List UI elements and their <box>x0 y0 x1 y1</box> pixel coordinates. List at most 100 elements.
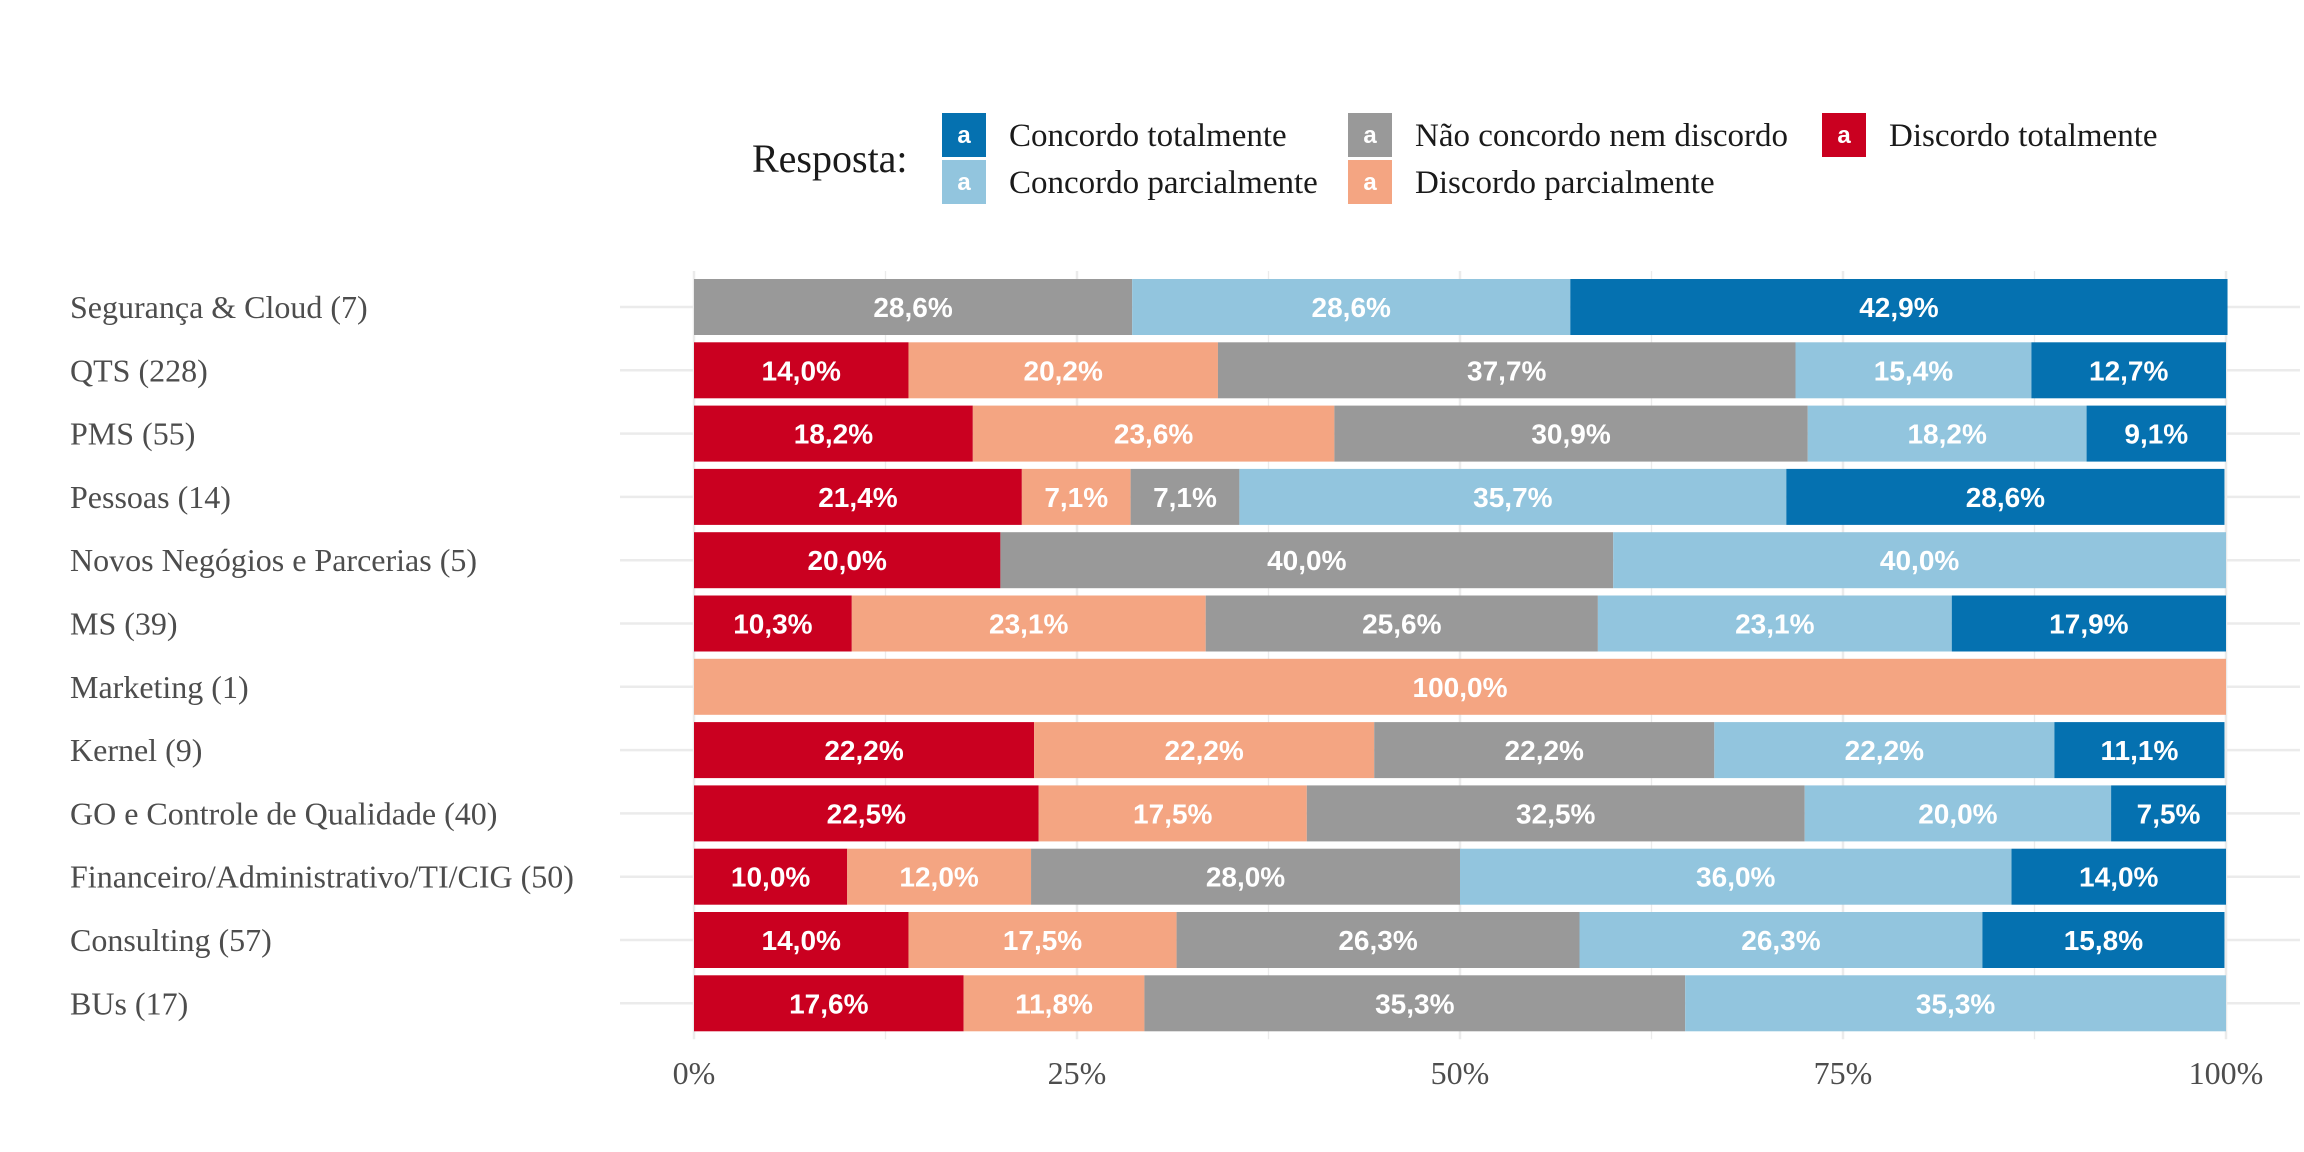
category-label: Segurança & Cloud (7) <box>70 289 368 325</box>
data-label: 28,6% <box>873 292 952 323</box>
legend: Resposta: a Concordo totalmente a Concordo … <box>752 113 2158 204</box>
bars <box>694 279 2228 1032</box>
bar-segment <box>847 848 1032 905</box>
data-label: 28,6% <box>1966 482 2045 513</box>
bar-segment <box>1982 912 2225 968</box>
data-label: 10,3% <box>733 609 812 640</box>
bar-segment <box>972 405 1335 462</box>
data-label: 18,2% <box>1907 419 1986 450</box>
data-label: 35,3% <box>1916 988 1995 1019</box>
data-label: 26,3% <box>1338 925 1417 956</box>
data-label: 17,5% <box>1133 798 1212 829</box>
data-label: 18,2% <box>794 419 873 450</box>
data-label: 17,6% <box>789 988 868 1019</box>
data-label: 14,0% <box>2079 862 2158 893</box>
bar-segment <box>1205 595 1598 652</box>
data-label: 17,5% <box>1003 925 1082 956</box>
bar-segment <box>2111 785 2226 842</box>
bar-segment <box>1804 785 2112 842</box>
bar-segment <box>1786 468 2225 525</box>
data-label: 23,6% <box>1114 419 1193 450</box>
bar-segment <box>2031 342 2226 399</box>
bar-segment <box>1334 405 1808 462</box>
bar-segment <box>1460 848 2012 905</box>
category-label: Novos Negógios e Parcerias (5) <box>70 542 477 578</box>
legend-key-letter: a <box>1837 122 1851 149</box>
data-label: 26,3% <box>1741 925 1820 956</box>
bar-segment <box>1144 975 1686 1032</box>
category-label: Pessoas (14) <box>70 479 231 515</box>
data-label: 11,8% <box>1015 988 1093 1019</box>
x-axis-ticks: 0% 25% 50% 75% 100% <box>673 1055 2264 1091</box>
legend-key <box>942 113 986 157</box>
bar-segment <box>694 658 2226 715</box>
bar-segment <box>1579 912 1983 968</box>
bar-segment <box>1034 722 1375 779</box>
data-label: 7,1% <box>1044 482 1108 513</box>
bar-segment <box>694 975 964 1032</box>
x-tick-label: 100% <box>2189 1055 2264 1091</box>
data-label: 42,9% <box>1859 292 1938 323</box>
legend-entry-label: Não concordo nem discordo <box>1415 118 1788 154</box>
bar-segment <box>694 722 1035 779</box>
category-label: BUs (17) <box>70 985 188 1021</box>
legend-entry-label: Concordo totalmente <box>1009 118 1287 154</box>
bar-segment <box>2054 722 2225 779</box>
bar-segment <box>694 785 1039 842</box>
bar-segment <box>1795 342 2032 399</box>
legend-key <box>942 160 986 204</box>
bar-segment <box>1176 912 1580 968</box>
category-label: PMS (55) <box>70 416 195 452</box>
data-label: 15,4% <box>1874 355 1953 386</box>
legend-entry-label: Discordo parcialmente <box>1415 165 1715 201</box>
data-label: 20,0% <box>807 545 886 576</box>
data-label: 12,7% <box>2089 355 2168 386</box>
data-label: 100,0% <box>1413 672 1508 703</box>
bar-segment <box>694 595 852 652</box>
x-tick-label: 0% <box>673 1055 716 1091</box>
bar-segment <box>1714 722 2055 779</box>
data-label: 7,5% <box>2137 798 2201 829</box>
x-tick-label: 75% <box>1814 1055 1873 1091</box>
data-label: 35,7% <box>1473 482 1552 513</box>
bar-segment <box>1807 405 2087 462</box>
data-label: 14,0% <box>762 925 841 956</box>
bar-segment <box>1685 975 2226 1032</box>
bar-segment <box>694 468 1022 525</box>
bar-segment <box>694 342 909 399</box>
legend-title: Resposta: <box>752 136 908 181</box>
data-label: 22,5% <box>827 798 906 829</box>
data-label: 22,2% <box>1845 735 1924 766</box>
data-labels: 28,6% 28,6% 42,9% 14,0% 20,2% 37,7% 15,4% 12,7%… <box>731 292 2201 1019</box>
bar-segment <box>851 595 1206 652</box>
data-label: 40,0% <box>1267 545 1346 576</box>
legend-entry-label: Concordo parcialmente <box>1009 165 1318 201</box>
bar-segment <box>2011 848 2226 905</box>
legend-key-letter: a <box>1363 122 1377 149</box>
bar-segment <box>908 912 1177 968</box>
data-label: 22,2% <box>1164 735 1243 766</box>
bar-segment <box>1239 468 1787 525</box>
category-label: Kernel (9) <box>70 732 202 768</box>
bar-segment <box>1031 848 1460 905</box>
category-label: Consulting (57) <box>70 922 272 958</box>
data-label: 15,8% <box>2064 925 2143 956</box>
data-label: 12,0% <box>899 862 978 893</box>
data-label: 28,6% <box>1312 292 1391 323</box>
bar-segment <box>694 405 973 462</box>
category-label: Financeiro/Administrativo/TI/CIG (50) <box>70 859 574 895</box>
bar-segment <box>694 532 1001 589</box>
bar-segment <box>1130 468 1240 525</box>
legend-key-letter: a <box>957 169 971 196</box>
bar-segment <box>1951 595 2226 652</box>
bar-segment <box>1613 532 2226 589</box>
bar-segment <box>694 279 1133 335</box>
data-label: 32,5% <box>1516 798 1595 829</box>
bar-segment <box>1021 468 1131 525</box>
data-label: 23,1% <box>1735 609 1814 640</box>
data-label: 37,7% <box>1467 355 1546 386</box>
legend-key <box>1822 113 1866 157</box>
data-label: 7,1% <box>1153 482 1217 513</box>
x-tick-label: 50% <box>1431 1055 1490 1091</box>
